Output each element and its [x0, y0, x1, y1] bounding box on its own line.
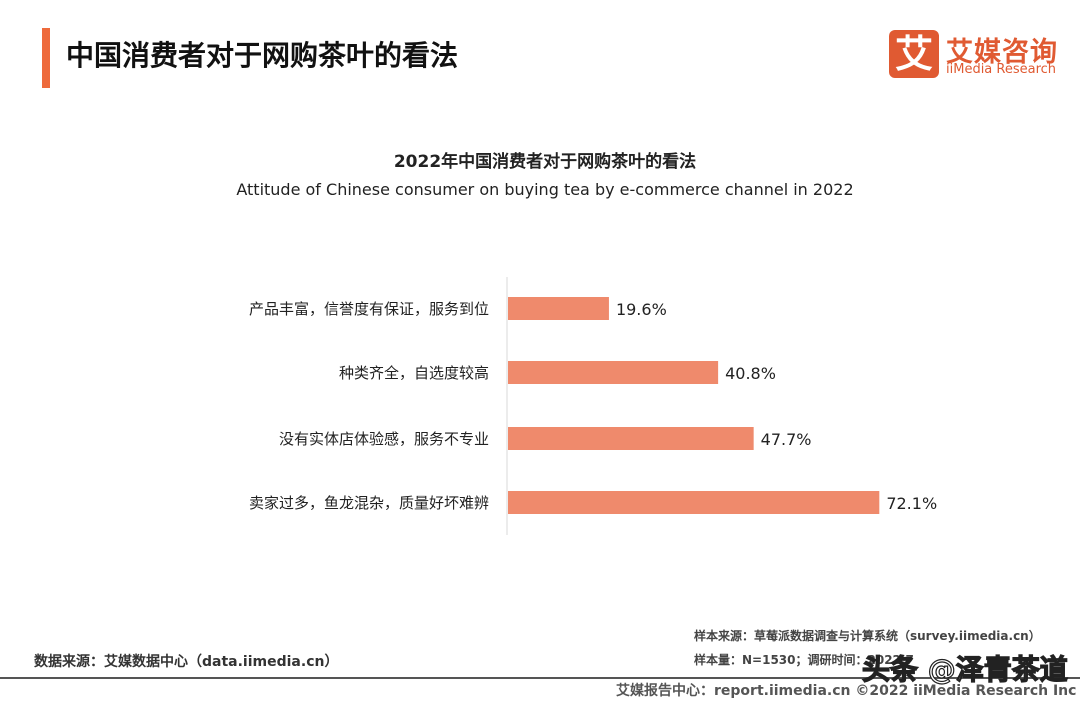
data-label: 47.7%: [761, 430, 812, 449]
chart-title: 2022年中国消费者对于网购茶叶的看法: [393, 152, 697, 172]
category-label: 卖家过多，鱼龙混杂，质量好坏难辨: [249, 494, 489, 512]
category-label: 没有实体店体验感，服务不专业: [279, 430, 489, 448]
bar: [508, 297, 609, 320]
bar: [508, 491, 880, 514]
sample-source: 样本来源：草莓派数据调查与计算系统（survey.iimedia.cn）: [694, 629, 1041, 643]
watermark: 头条 @泽青茶道: [861, 652, 1068, 686]
category-label: 种类齐全，自选度较高: [339, 364, 489, 382]
bar: [508, 361, 719, 384]
page-title: 中国消费者对于网购茶叶的看法: [66, 39, 459, 72]
logo-mark: 艾: [889, 30, 939, 78]
data-label: 19.6%: [616, 300, 667, 319]
bar: [508, 427, 754, 450]
logo-text-en: iiMedia Research: [946, 62, 1057, 77]
sample-size: 样本量：N=1530；调研时间：2022.7: [694, 653, 914, 667]
data-label: 40.8%: [725, 364, 776, 383]
report-center-info: 艾媒报告中心：report.iimedia.cn ©2022 iiMedia R…: [616, 683, 1077, 699]
logo-text-cn: 艾媒咨询: [946, 37, 1058, 68]
footer-divider: [0, 677, 1080, 679]
data-source: 数据来源：艾媒数据中心（data.iimedia.cn）: [34, 654, 339, 670]
data-label: 72.1%: [886, 494, 937, 513]
title-accent-bar: [42, 28, 50, 88]
chart-subtitle: Attitude of Chinese consumer on buying t…: [236, 180, 854, 199]
category-label: 产品丰富，信誉度有保证，服务到位: [249, 300, 489, 318]
